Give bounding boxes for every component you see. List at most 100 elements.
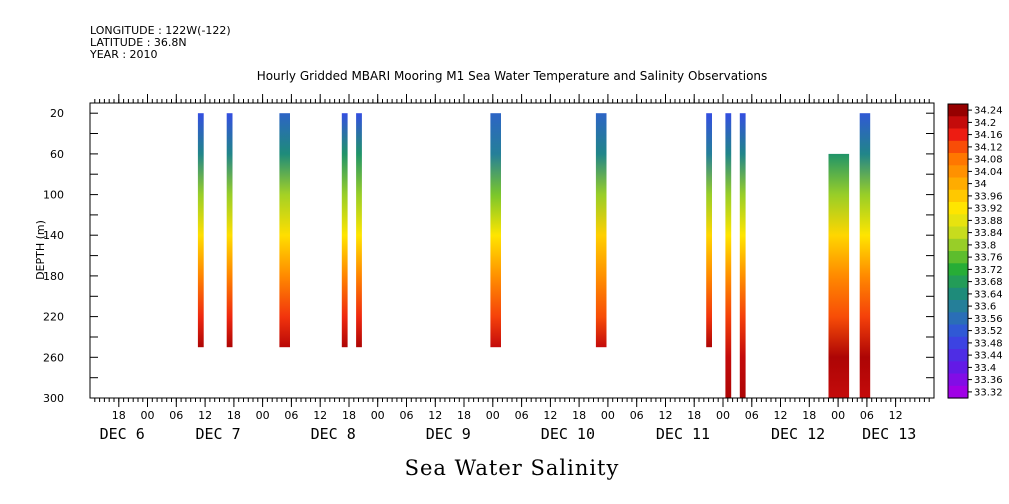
salinity-profile xyxy=(490,113,501,348)
colorbar-swatch xyxy=(948,275,968,289)
colorbar-label: 34.04 xyxy=(974,167,1003,178)
x-tick-label: 18 xyxy=(802,409,816,422)
colorbar-label: 33.44 xyxy=(974,351,1003,362)
colorbar-swatch xyxy=(948,238,968,252)
x-tick-label: 00 xyxy=(716,409,730,422)
colorbar-label: 33.64 xyxy=(974,289,1003,300)
salinity-profile xyxy=(706,113,712,348)
colorbar-label: 33.6 xyxy=(974,302,996,313)
salinity-profile xyxy=(341,113,348,348)
x-tick-label: 18 xyxy=(112,409,126,422)
x-tick-label: 00 xyxy=(256,409,270,422)
x-tick-label: 12 xyxy=(659,409,673,422)
salinity-profile xyxy=(828,153,850,398)
x-tick-label: 06 xyxy=(515,409,529,422)
colorbar-label: 33.72 xyxy=(974,265,1003,276)
colorbar-label: 33.76 xyxy=(974,253,1003,264)
salinity-profile xyxy=(725,113,732,398)
x-tick-label: 06 xyxy=(169,409,183,422)
x-tick-label: 12 xyxy=(889,409,903,422)
y-tick-label: 100 xyxy=(43,189,64,202)
year-label: YEAR : 2010 xyxy=(90,48,158,61)
x-tick-label: 06 xyxy=(630,409,644,422)
colorbar-swatch xyxy=(948,140,968,154)
x-date-label: DEC 9 xyxy=(426,425,471,443)
y-tick-label: 180 xyxy=(43,270,64,283)
y-tick-label: 220 xyxy=(43,311,64,324)
x-date-label: DEC 6 xyxy=(100,425,145,443)
x-date-label: DEC 13 xyxy=(862,425,916,443)
x-tick-label: 00 xyxy=(371,409,385,422)
colorbar-swatch xyxy=(948,385,968,399)
colorbar-swatch xyxy=(948,361,968,375)
profiles-layer xyxy=(197,113,871,398)
colorbar-label: 34.12 xyxy=(974,142,1003,153)
colorbar-label: 33.36 xyxy=(974,375,1003,386)
colorbar-label: 34.24 xyxy=(974,106,1003,117)
colorbar-label: 33.84 xyxy=(974,228,1003,239)
salinity-profile xyxy=(595,113,607,348)
y-tick-label: 20 xyxy=(50,107,64,120)
colorbar-swatch xyxy=(948,226,968,240)
x-tick-label: 12 xyxy=(543,409,557,422)
colorbar-swatch xyxy=(948,116,968,130)
x-tick-label: 12 xyxy=(313,409,327,422)
x-tick-label: 12 xyxy=(198,409,212,422)
colorbar-swatch xyxy=(948,324,968,338)
x-tick-label: 18 xyxy=(342,409,356,422)
x-date-label: DEC 12 xyxy=(771,425,825,443)
colorbar-label: 34.16 xyxy=(974,130,1003,141)
variable-label: Sea Water Salinity xyxy=(405,456,620,480)
colorbar-swatch xyxy=(948,128,968,142)
colorbar-swatch xyxy=(948,189,968,203)
y-tick-label: 60 xyxy=(50,148,64,161)
colorbar-swatch xyxy=(948,153,968,166)
x-tick-label: 06 xyxy=(745,409,759,422)
x-tick-label: 12 xyxy=(774,409,788,422)
colorbar-label: 33.68 xyxy=(974,277,1003,288)
colorbar-label: 33.48 xyxy=(974,338,1003,349)
x-tick-label: 18 xyxy=(227,409,241,422)
y-axis-label: DEPTH (m) xyxy=(34,220,47,280)
x-tick-label: 06 xyxy=(860,409,874,422)
chart-title: Hourly Gridded MBARI Mooring M1 Sea Wate… xyxy=(257,69,768,83)
colorbar-label: 34 xyxy=(974,179,987,190)
colorbar-label: 33.8 xyxy=(974,240,996,251)
salinity-profile xyxy=(197,113,204,348)
y-axis: 20 60 100 140 180 220 260 300 xyxy=(43,107,934,405)
colorbar-swatch xyxy=(948,177,968,191)
colorbar-swatch xyxy=(948,214,968,228)
y-tick-label: 300 xyxy=(43,392,64,405)
x-date-label: DEC 11 xyxy=(656,425,710,443)
colorbar-swatch xyxy=(948,104,968,117)
colorbar-frame xyxy=(947,103,969,399)
colorbar-label: 34.2 xyxy=(974,118,996,129)
colorbar-label: 34.08 xyxy=(974,155,1003,166)
x-tick-label: 12 xyxy=(428,409,442,422)
colorbar-swatch xyxy=(948,263,968,277)
colorbar-swatch xyxy=(948,165,968,179)
colorbar-label: 33.52 xyxy=(974,326,1003,337)
colorbar-label: 33.4 xyxy=(974,363,996,374)
x-tick-label: 18 xyxy=(572,409,586,422)
colorbar-swatch xyxy=(948,373,968,387)
x-tick-label: 00 xyxy=(601,409,615,422)
x-date-label: DEC 8 xyxy=(311,425,356,443)
x-tick-label: 00 xyxy=(486,409,500,422)
x-tick-label: 06 xyxy=(284,409,298,422)
x-axis: 18 00 06 12 18 00 06 12 18 00 06 12 18 00 06 12 18 00 06 12… xyxy=(100,94,916,443)
colorbar-swatch xyxy=(948,287,968,301)
colorbar-swatch xyxy=(948,300,968,313)
colorbar-swatch xyxy=(948,336,968,350)
x-tick-label: 18 xyxy=(687,409,701,422)
colorbar-label: 33.92 xyxy=(974,204,1003,215)
x-tick-label: 06 xyxy=(400,409,414,422)
x-tick-label: 00 xyxy=(831,409,845,422)
y-tick-label: 260 xyxy=(43,351,64,364)
colorbar-swatch xyxy=(948,251,968,264)
colorbar-swatch xyxy=(948,202,968,215)
colorbar-label: 33.96 xyxy=(974,191,1003,202)
salinity-profile xyxy=(356,113,362,348)
